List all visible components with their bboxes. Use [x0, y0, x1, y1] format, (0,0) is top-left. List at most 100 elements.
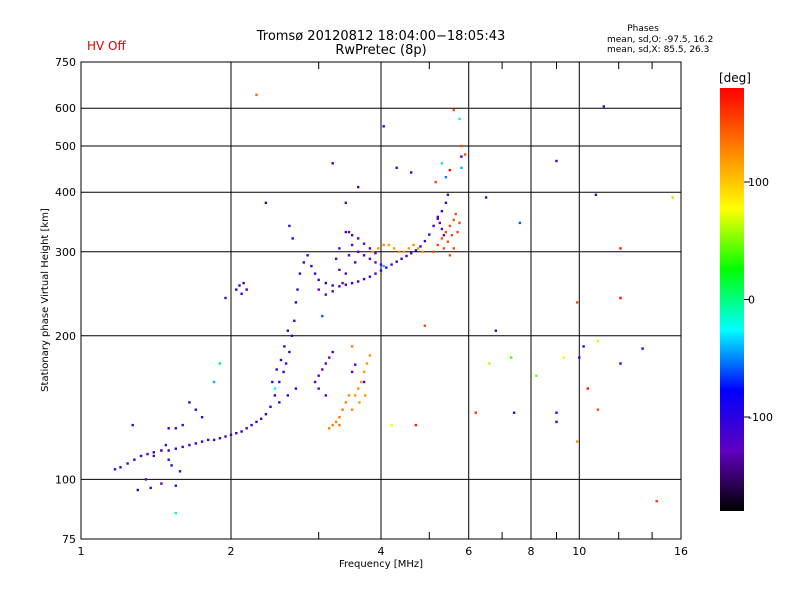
data-point	[334, 257, 338, 260]
data-point	[235, 288, 238, 291]
data-point	[294, 301, 298, 304]
data-point	[334, 420, 338, 424]
data-point	[146, 452, 149, 456]
data-point	[434, 180, 437, 184]
data-point	[357, 387, 360, 390]
data-point	[317, 278, 320, 282]
data-point	[174, 447, 177, 450]
data-point	[354, 363, 357, 366]
data-point	[387, 243, 391, 247]
colorbar	[720, 88, 744, 511]
data-point	[385, 266, 388, 269]
phases-o-stats: mean, sd,O: -97.5, 16.2	[607, 35, 713, 45]
data-point	[452, 247, 455, 250]
data-point	[362, 254, 366, 257]
data-point	[324, 293, 327, 296]
data-point	[188, 443, 191, 447]
data-point	[174, 427, 177, 430]
data-point	[641, 347, 644, 350]
data-point	[321, 314, 324, 318]
data-point	[152, 451, 155, 454]
data-point	[264, 201, 268, 204]
data-point	[293, 319, 296, 322]
data-point	[423, 239, 427, 243]
x-tick-label: 2	[228, 545, 235, 558]
y-tick-label: 300	[55, 246, 76, 259]
data-point	[298, 272, 302, 275]
data-point	[240, 430, 243, 433]
data-point	[458, 117, 461, 121]
data-point	[405, 254, 408, 258]
data-point	[131, 423, 134, 427]
chart-subtitle: RwPretec (8p)	[335, 43, 426, 58]
data-point	[428, 233, 431, 236]
data-point	[331, 162, 334, 165]
data-points-layer	[113, 93, 674, 515]
grid-layer	[80, 61, 682, 540]
data-point	[310, 264, 313, 268]
data-point	[344, 272, 347, 275]
data-point	[282, 370, 285, 374]
data-point	[338, 247, 341, 250]
data-point	[436, 217, 439, 220]
data-point	[136, 488, 139, 492]
data-point	[365, 362, 369, 365]
data-point	[555, 159, 558, 163]
data-point	[149, 486, 152, 490]
data-point	[368, 257, 372, 260]
data-point	[440, 227, 444, 231]
data-point	[354, 261, 357, 264]
data-point	[344, 283, 347, 286]
data-point	[423, 324, 427, 327]
data-point	[291, 237, 294, 240]
data-point	[619, 247, 622, 250]
data-point	[371, 250, 374, 253]
data-point	[402, 250, 406, 253]
data-point	[286, 329, 289, 332]
data-point	[518, 221, 522, 225]
data-point	[582, 345, 585, 348]
data-point	[586, 387, 589, 390]
data-point	[273, 394, 277, 397]
data-point	[250, 423, 253, 427]
data-point	[460, 166, 463, 169]
data-point	[392, 247, 396, 250]
data-point	[296, 288, 299, 291]
data-point	[133, 458, 136, 461]
data-point	[368, 275, 372, 278]
phases-x-stats: mean, sd,X: 85.5, 26.3	[607, 45, 709, 55]
x-tick-label: 16	[674, 545, 688, 558]
colorbar-tick-label: -100	[748, 411, 773, 424]
data-point	[264, 413, 268, 416]
data-point	[602, 105, 605, 108]
data-point	[354, 394, 357, 397]
data-point	[440, 237, 444, 240]
data-point	[283, 345, 286, 348]
data-point	[442, 247, 446, 250]
data-point	[224, 296, 227, 300]
data-point	[357, 237, 360, 240]
data-point	[452, 108, 455, 112]
x-axis-label: Frequency [MHz]	[339, 559, 423, 570]
data-point	[284, 362, 288, 365]
data-point	[575, 301, 579, 304]
data-point	[167, 427, 170, 430]
data-point	[331, 350, 334, 354]
data-point	[390, 263, 393, 266]
data-point	[338, 416, 341, 419]
data-point	[596, 339, 600, 343]
data-point	[417, 247, 420, 250]
data-point	[288, 224, 291, 228]
data-point	[488, 362, 491, 365]
data-point	[412, 243, 415, 247]
data-point	[362, 277, 366, 281]
data-point	[313, 272, 317, 275]
data-point	[360, 380, 363, 384]
data-point	[374, 252, 377, 255]
data-point	[240, 292, 243, 295]
data-point	[188, 401, 191, 404]
data-point	[358, 401, 361, 404]
data-point	[278, 401, 281, 404]
y-tick-labels: 75 100 200 300 400 500 600 750	[55, 56, 76, 546]
data-point	[255, 420, 258, 424]
